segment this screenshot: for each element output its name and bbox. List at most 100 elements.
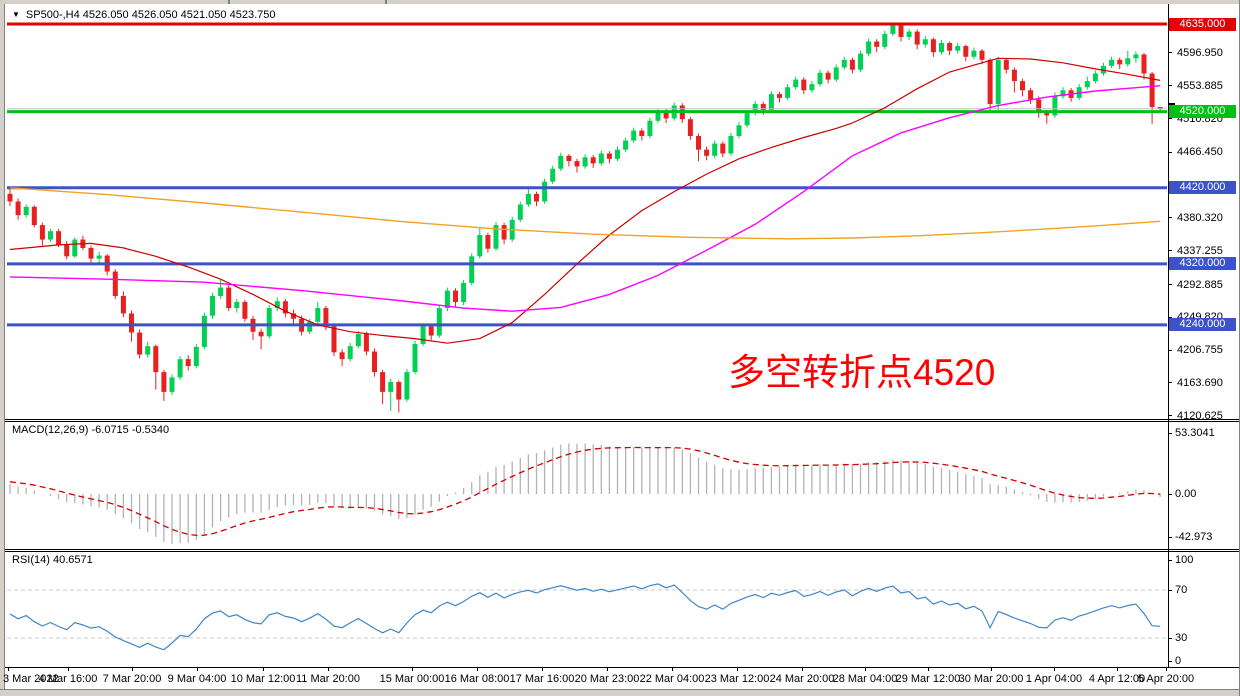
price-tick	[1168, 217, 1172, 219]
panel-separator[interactable]	[5, 549, 1239, 550]
time-axis-label: 28 Mar 04:00	[832, 673, 898, 685]
time-tick	[991, 668, 992, 671]
scale-tick	[1168, 494, 1172, 495]
price-tick-label: 4292.885	[1177, 278, 1223, 291]
price-tick-label: 4163.690	[1177, 376, 1223, 389]
time-axis-label: 23 Mar 12:00	[704, 673, 770, 685]
toolbar-separator	[228, 0, 230, 4]
window-left-border	[4, 4, 5, 689]
last-price-tick	[1168, 103, 1175, 106]
chart-title: ▼ SP500-,H4 4526.050 4526.050 4521.050 45…	[12, 9, 275, 21]
chart-annotation-text: 多空转折点4520	[728, 352, 996, 393]
symbol-ohlc-text: SP500-,H4 4526.050 4526.050 4521.050 452…	[25, 9, 276, 21]
rsi-label: RSI(14) 40.6571	[12, 554, 93, 566]
time-tick	[928, 668, 929, 671]
price-tick	[1168, 349, 1172, 351]
chevron-down-icon[interactable]: ▼	[12, 10, 20, 19]
price-tick	[1168, 250, 1172, 252]
time-axis-label: 3 Mar 2022	[3, 673, 59, 685]
time-axis-label: 29 Mar 12:00	[895, 673, 961, 685]
indicator-scale-label: 0.00	[1175, 488, 1197, 500]
window-left-frame	[0, 0, 4, 696]
macd-label: MACD(12,26,9) -6.0715 -0.5340	[12, 424, 169, 436]
price-tick	[1168, 415, 1172, 417]
price-tick-label: 4206.755	[1177, 344, 1223, 357]
price-tick-label: 4337.255	[1177, 244, 1223, 257]
time-tick	[737, 668, 738, 671]
time-axis-label: 30 Mar 20:00	[958, 673, 1024, 685]
price-tick-label: 4380.320	[1177, 211, 1223, 224]
price-tick	[1168, 52, 1172, 54]
time-axis-label: 11 Mar 20:00	[295, 673, 361, 685]
time-axis-label: 15 Mar 00:00	[379, 673, 445, 685]
price-tick	[1168, 85, 1172, 87]
time-tick	[68, 668, 69, 671]
time-tick	[1166, 668, 1167, 671]
price-badge: 4320.000	[1169, 257, 1236, 271]
price-tick-label: 4466.450	[1177, 146, 1223, 159]
time-axis-label: 17 Mar 16:00	[509, 673, 575, 685]
time-tick	[802, 668, 803, 671]
chart-plot-background[interactable]	[5, 4, 1168, 667]
indicator-scale-label: 30	[1175, 632, 1188, 644]
rsi-name: RSI(14)	[12, 554, 50, 566]
time-axis-label: 16 Mar 08:00	[444, 673, 510, 685]
price-tick	[1168, 284, 1172, 286]
time-tick	[542, 668, 543, 671]
time-tick	[1117, 668, 1118, 671]
indicator-scale-label: -42.973	[1175, 531, 1213, 543]
time-axis-label: 4 Mar 16:00	[38, 673, 98, 685]
price-tick-label: 4596.950	[1177, 46, 1223, 59]
price-tick	[1168, 316, 1172, 318]
time-axis-area[interactable]	[5, 668, 1240, 689]
time-axis-label: 9 Mar 04:00	[167, 673, 227, 685]
toolbar-edge	[0, 0, 1240, 4]
macd-name: MACD(12,26,9)	[12, 424, 89, 436]
time-tick	[607, 668, 608, 671]
price-tick-label: 4120.625	[1177, 409, 1223, 422]
time-tick	[1054, 668, 1055, 671]
time-axis-label: 1 Apr 04:00	[1025, 673, 1083, 685]
time-axis-border	[5, 667, 1239, 668]
toolbar-separator	[385, 0, 387, 4]
time-axis-label: 10 Mar 12:00	[230, 673, 296, 685]
scale-tick	[1168, 661, 1172, 662]
price-tick	[1168, 382, 1172, 384]
time-axis-label: 22 Mar 04:00	[639, 673, 705, 685]
price-tick	[1168, 151, 1172, 153]
price-badge: 4420.000	[1169, 181, 1236, 195]
time-tick	[132, 668, 133, 671]
macd-values: -6.0715 -0.5340	[91, 424, 170, 436]
indicator-scale-label: 0	[1175, 655, 1182, 667]
price-axis-area[interactable]	[1169, 4, 1240, 667]
time-tick	[865, 668, 866, 671]
time-tick	[477, 668, 478, 671]
price-badge: 4635.000	[1169, 17, 1236, 31]
window-bottom-frame	[0, 689, 1240, 696]
price-badge: 4240.000	[1169, 318, 1236, 332]
price-tick-label: 4553.885	[1177, 79, 1223, 92]
scale-tick	[1168, 590, 1172, 591]
indicator-scale-label: 100	[1175, 554, 1194, 566]
time-tick	[328, 668, 329, 671]
price-badge: 4520.000	[1169, 105, 1236, 119]
price-tick	[1168, 118, 1172, 120]
time-axis-label: 5 Apr 20:00	[1137, 673, 1195, 685]
scale-tick	[1168, 537, 1172, 538]
panel-separator	[5, 421, 1239, 422]
indicator-scale-label: 70	[1175, 584, 1188, 596]
scale-tick	[1168, 433, 1172, 434]
time-tick	[8, 668, 9, 671]
price-axis-line	[1168, 4, 1169, 667]
panel-separator	[5, 551, 1239, 552]
time-tick	[197, 668, 198, 671]
time-tick	[263, 668, 264, 671]
time-axis-label: 4 Apr 12:00	[1088, 673, 1146, 685]
time-axis-label: 24 Mar 20:00	[769, 673, 835, 685]
time-tick	[672, 668, 673, 671]
panel-separator[interactable]	[5, 419, 1239, 420]
indicator-scale-label: 53.3041	[1175, 427, 1215, 439]
time-axis-label: 20 Mar 23:00	[574, 673, 640, 685]
scale-tick	[1168, 638, 1172, 639]
